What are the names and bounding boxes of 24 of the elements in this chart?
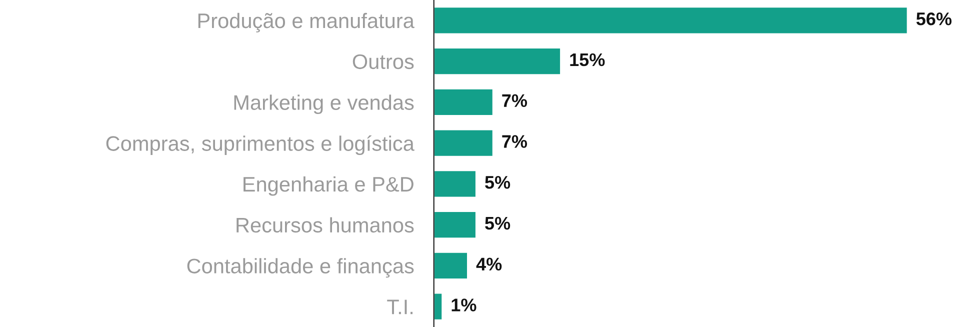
data-label: 5% <box>485 176 510 189</box>
bar <box>434 170 477 198</box>
data-label: 4% <box>476 258 502 270</box>
y-tick-label: Engenharia e P&D <box>244 176 414 196</box>
bar <box>434 292 444 321</box>
bar <box>434 47 562 76</box>
data-label: 7% <box>502 94 528 107</box>
y-tick-label: Contabilidade e finanças <box>187 258 414 278</box>
y-tick-label: Recursos humanos <box>236 217 414 233</box>
data-label: 15% <box>570 53 605 66</box>
data-label: 56% <box>916 12 952 26</box>
y-tick-label: Marketing e vendas <box>234 94 414 114</box>
bar <box>434 6 908 35</box>
bar <box>434 252 468 280</box>
bar <box>434 88 494 116</box>
y-tick-label: Compras, suprimentos e logística <box>106 135 414 156</box>
data-label: 1% <box>452 298 476 312</box>
data-label: 7% <box>502 135 528 148</box>
y-tick-label: Outros <box>352 54 414 70</box>
bar <box>434 210 477 239</box>
bar <box>434 128 494 158</box>
y-tick-label: Produção e manufatura <box>198 12 414 32</box>
y-tick-label: T.I. <box>387 300 413 314</box>
data-label: 5% <box>485 216 510 230</box>
